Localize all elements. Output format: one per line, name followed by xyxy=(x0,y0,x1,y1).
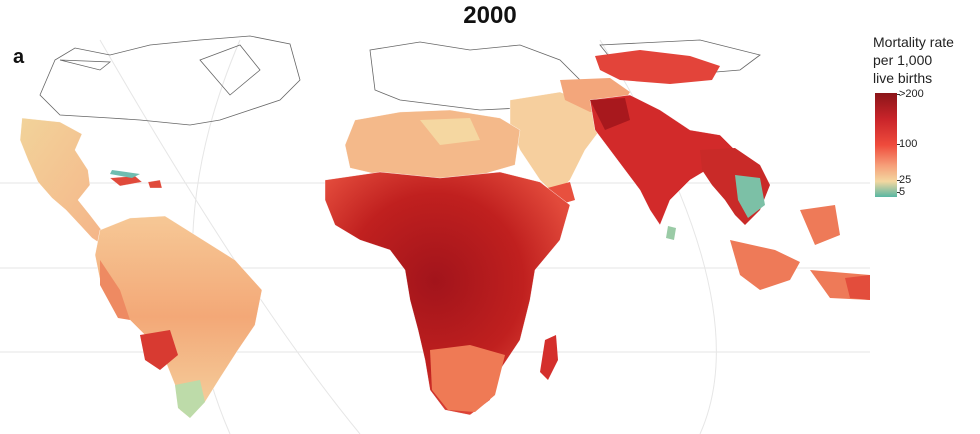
legend-tick-mark-100 xyxy=(897,144,900,145)
region-madagascar xyxy=(540,335,558,380)
region-south-asia xyxy=(589,94,736,226)
region-andes xyxy=(100,260,130,320)
region-southern-africa xyxy=(430,345,505,412)
region-mexico-central-america xyxy=(19,117,111,247)
legend-title-line-1: Mortality rate xyxy=(873,34,954,50)
legend-tick-5: 5 xyxy=(899,186,906,198)
legend-tick-200: >200 xyxy=(899,88,924,100)
region-bolivia xyxy=(140,330,178,370)
legend-tick-25: 25 xyxy=(899,174,912,186)
region-pakistan-afghanistan xyxy=(590,98,630,130)
map-title: 2000 xyxy=(463,2,517,29)
region-sri-lanka xyxy=(666,226,676,240)
legend-title: Mortality rate per 1,000 live births xyxy=(873,33,954,87)
legend-tick-mark-25 xyxy=(897,180,900,181)
region-caribbean xyxy=(109,175,163,189)
region-mongolia xyxy=(595,50,720,84)
region-vietnam-thailand xyxy=(735,175,765,218)
world-choropleth-map xyxy=(0,35,870,434)
legend-color-bar xyxy=(875,93,897,197)
panel-label: a xyxy=(13,46,25,68)
legend-tick-mark-5 xyxy=(897,192,900,193)
region-southern-cone xyxy=(175,380,205,418)
region-algeria-libya xyxy=(420,118,480,145)
north-america-outline xyxy=(39,35,301,126)
region-maritime-southeast-asia xyxy=(730,205,870,300)
legend-tick-100: 100 xyxy=(899,138,918,150)
region-cuba xyxy=(110,170,140,178)
legend-tick-mark-200 xyxy=(897,94,900,95)
legend-title-line-3: live births xyxy=(873,70,933,86)
region-north-africa xyxy=(344,109,521,183)
legend-title-line-2: per 1,000 xyxy=(873,52,933,68)
region-papua xyxy=(845,275,870,300)
